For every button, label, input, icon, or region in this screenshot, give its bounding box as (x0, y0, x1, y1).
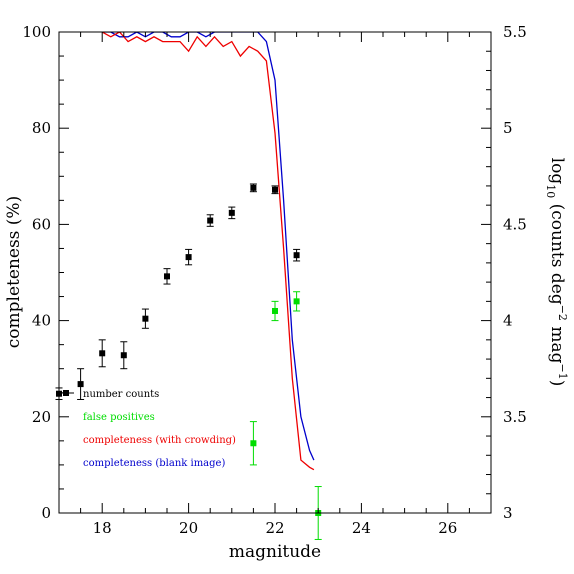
point-number-counts (120, 341, 128, 370)
legend-label: completeness (with crowding) (83, 435, 236, 446)
marker (207, 217, 214, 224)
marker (142, 315, 149, 322)
marker (77, 381, 84, 388)
y-right-title-exp1: −2 (556, 305, 569, 321)
x-tick-label: 26 (438, 519, 457, 537)
point-number-counts (77, 368, 85, 400)
y-right-title-mag: mag (547, 321, 567, 364)
y-right-title-close: ) (547, 380, 567, 387)
marker (293, 298, 300, 305)
y-left-tick-label: 0 (41, 504, 51, 522)
y-left-tick-label: 80 (32, 119, 51, 137)
point-number-counts (163, 268, 171, 285)
point-false-positives (293, 291, 301, 312)
legend-symbol (63, 390, 69, 396)
y-axis-right-title: log10 (counts deg−2 mag−1) (544, 158, 569, 387)
point-number-counts (206, 214, 214, 227)
y-right-title-log: log (547, 158, 567, 185)
y-right-tick-label: 4 (503, 312, 513, 330)
y-left-tick-label: 20 (32, 408, 51, 426)
marker (293, 252, 300, 259)
marker (250, 184, 257, 191)
point-false-positives (249, 421, 257, 466)
point-false-positives (271, 300, 279, 322)
legend-item-false-positives: false positives (83, 412, 155, 423)
marker-layer (55, 183, 322, 540)
marker (185, 254, 192, 261)
marker (164, 273, 170, 280)
legend-item-number-counts: number counts (60, 389, 159, 400)
marker (272, 307, 278, 314)
point-number-counts (185, 248, 193, 266)
x-tick-label: 24 (352, 519, 371, 537)
marker (272, 186, 278, 193)
point-number-counts (249, 183, 257, 193)
point-number-counts (141, 308, 149, 329)
marker (228, 209, 235, 216)
point-number-counts (228, 206, 236, 220)
y-right-tick-label: 5 (503, 119, 513, 137)
line-completeness-with-crowding (101, 32, 315, 471)
y-right-tick-label: 5.5 (503, 23, 527, 41)
x-tick-label: 18 (93, 519, 112, 537)
legend-label: number counts (83, 389, 159, 400)
y-left-tick-label: 40 (32, 312, 51, 330)
y-right-tick-label: 3 (503, 504, 513, 522)
y-right-tick-label: 4.5 (503, 215, 527, 233)
y-right-title-base: 10 (544, 184, 557, 198)
y-right-tick-label: 3.5 (503, 408, 527, 426)
y-axis-left-title: completeness (%) (4, 196, 24, 348)
y-left-tick-label: 60 (32, 215, 51, 233)
legend-label: completeness (blank image) (83, 458, 225, 469)
marker (250, 440, 257, 447)
legend-item-completeness-with-crowding: completeness (with crowding) (83, 435, 236, 446)
point-number-counts (98, 339, 106, 368)
point-number-counts (271, 185, 279, 195)
legend: number counts false positives completeness… (60, 389, 236, 469)
x-axis-title: magnitude (229, 542, 321, 562)
y-right-title-exp2: −1 (556, 363, 569, 379)
legend-label: false positives (83, 412, 155, 423)
x-tick-label: 20 (179, 519, 198, 537)
tick-label-layer: 18 20 22 24 26 0 20 40 60 80 100 3 3.5 4 4.5 5 5.5 (22, 23, 527, 537)
y-right-title-counts: (counts deg (547, 198, 567, 305)
curve-layer (101, 32, 315, 471)
y-left-tick-label: 100 (22, 23, 51, 41)
marker (120, 352, 127, 359)
tick-layer (58, 31, 492, 514)
point-number-counts (293, 248, 301, 262)
x-tick-label: 22 (265, 519, 284, 537)
legend-item-completeness-blank-image: completeness (blank image) (83, 458, 225, 469)
marker (99, 350, 106, 357)
